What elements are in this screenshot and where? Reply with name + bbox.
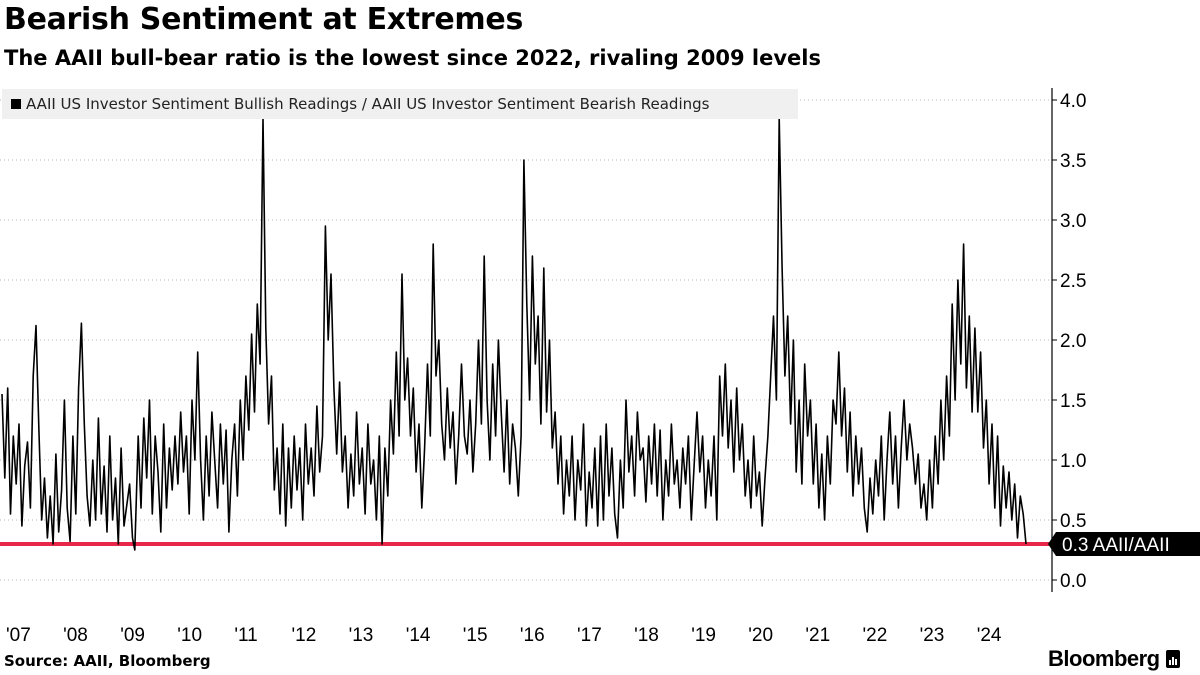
x-tick-label: '19 bbox=[691, 625, 716, 646]
x-tick-label: '21 bbox=[805, 625, 830, 646]
x-tick-label: '17 bbox=[577, 625, 602, 646]
x-tick-label: '12 bbox=[292, 625, 317, 646]
series-group bbox=[1, 117, 1027, 551]
last-value-label: 0.3 AAII/AAII bbox=[1062, 535, 1170, 556]
y-tick-label: 3.5 bbox=[1060, 151, 1086, 172]
y-tick-label: 4.0 bbox=[1060, 91, 1086, 112]
legend-label: AAII US Investor Sentiment Bullish Readi… bbox=[26, 95, 710, 113]
bloomberg-logo: Bloomberg bbox=[1048, 646, 1180, 672]
x-tick-label: '09 bbox=[120, 625, 145, 646]
x-tick-label: '07 bbox=[6, 625, 31, 646]
x-tick-label: '16 bbox=[520, 625, 545, 646]
x-tick-label: '24 bbox=[977, 625, 1002, 646]
x-tick-label: '08 bbox=[63, 625, 88, 646]
y-tick-label: 1.5 bbox=[1060, 391, 1086, 412]
y-tick-label: 2.0 bbox=[1060, 331, 1086, 352]
x-tick-label: '20 bbox=[748, 625, 773, 646]
y-tick-label: 2.5 bbox=[1060, 271, 1086, 292]
y-tick-label: 0.5 bbox=[1060, 511, 1086, 532]
x-tick-label: '23 bbox=[920, 625, 945, 646]
x-tick-label: '15 bbox=[463, 625, 488, 646]
legend: AAII US Investor Sentiment Bullish Readi… bbox=[2, 89, 798, 119]
source-note: Source: AAII, Bloomberg bbox=[4, 652, 211, 670]
chart-title: Bearish Sentiment at Extremes bbox=[4, 2, 523, 37]
bloomberg-terminal-icon bbox=[1165, 650, 1180, 668]
x-axis: '07 '08 '09 '10 '11 '12 '13 '14 '15 '16 '17 '18 '19 '… bbox=[6, 625, 1002, 646]
y-tick-label: 3.0 bbox=[1060, 211, 1086, 232]
x-tick-label: '14 bbox=[406, 625, 431, 646]
x-tick-label: '18 bbox=[634, 625, 659, 646]
legend-swatch bbox=[11, 99, 21, 109]
last-value-badge bbox=[1048, 532, 1200, 556]
chart-subtitle: The AAII bull-bear ratio is the lowest s… bbox=[4, 46, 821, 70]
y-axis: 0.0 0.5 1.0 1.5 2.0 2.5 3.0 3.5 4.0 bbox=[1051, 88, 1086, 592]
series-line bbox=[1, 117, 1027, 551]
x-tick-label: '11 bbox=[234, 625, 257, 646]
last-value-label-group: 0.3 AAII/AAII bbox=[1048, 532, 1200, 556]
y-tick-label: 1.0 bbox=[1060, 451, 1086, 472]
brand-text: Bloomberg bbox=[1048, 646, 1160, 671]
y-tick-label: 0.0 bbox=[1060, 571, 1086, 592]
x-tick-label: '22 bbox=[863, 625, 888, 646]
gridlines bbox=[0, 99, 1052, 581]
x-tick-label: '10 bbox=[177, 625, 202, 646]
x-tick-label: '13 bbox=[349, 625, 374, 646]
